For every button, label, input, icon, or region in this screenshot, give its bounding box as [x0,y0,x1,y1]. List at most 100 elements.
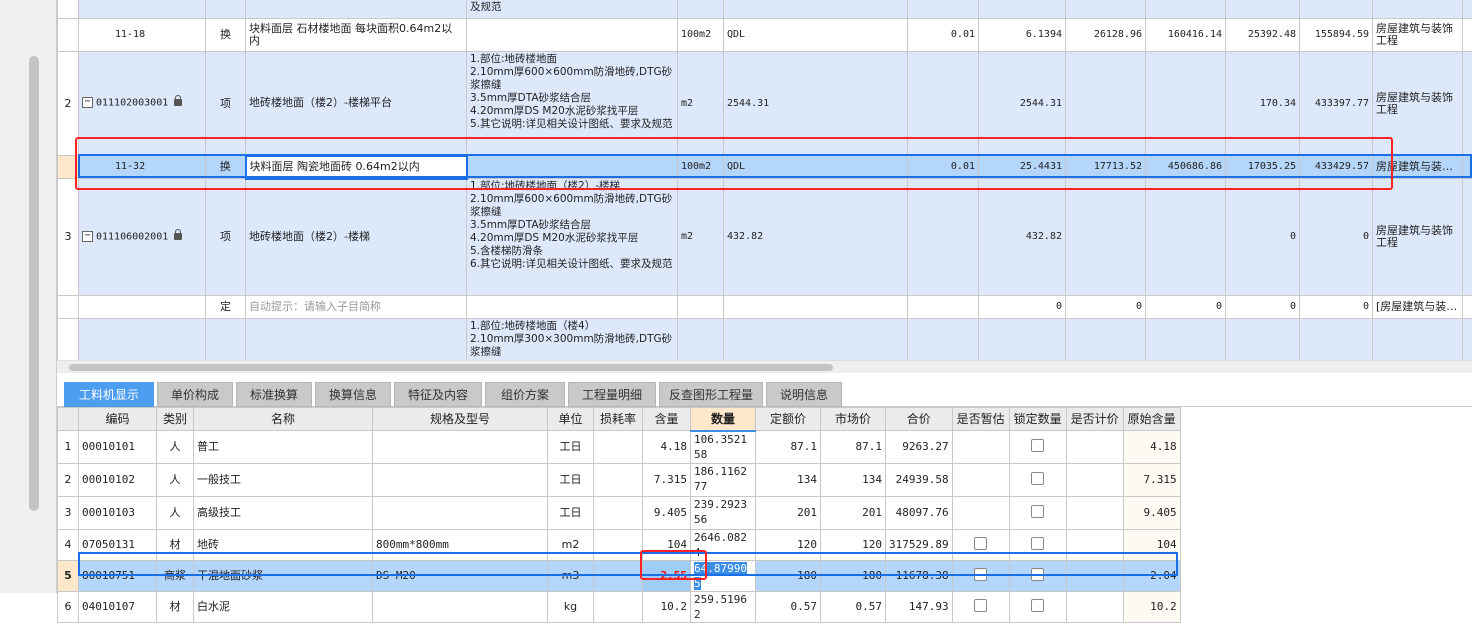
cell-content[interactable]: 10.2 [643,592,691,623]
cell-market[interactable]: 120 [821,530,886,561]
content[interactable] [908,296,979,319]
cell-content[interactable]: 7.315 [643,464,691,497]
cell-cat[interactable]: 材 [157,530,194,561]
cell-loss[interactable] [594,592,643,623]
checkbox[interactable] [1031,568,1044,581]
cell-market[interactable]: 87.1 [821,431,886,464]
item-type[interactable] [206,0,246,19]
cell-spec[interactable] [373,431,548,464]
cell-market[interactable]: 134 [821,464,886,497]
quantity[interactable] [979,0,1066,19]
item-unit[interactable]: m2 [678,179,724,296]
checkbox[interactable] [1031,599,1044,612]
checkbox[interactable] [1031,439,1044,452]
major-category[interactable]: 房屋建筑与装… [1373,156,1463,179]
cell-cat[interactable]: 商浆 [157,561,194,592]
item-unit[interactable] [678,319,724,362]
major-category[interactable]: 房屋建筑与装饰工程 [1373,179,1463,296]
row-number[interactable]: 2 [58,52,79,156]
cell-spec[interactable] [373,464,548,497]
cell-lock[interactable] [1009,561,1066,592]
unit-price[interactable] [1066,319,1146,362]
content[interactable] [908,0,979,19]
tab-0[interactable]: 工料机显示 [64,382,154,407]
item-type[interactable]: 换 [206,156,246,179]
cell-total[interactable]: 9263.27 [886,431,953,464]
cell-cat[interactable]: 人 [157,497,194,530]
comprehensive-total[interactable]: 433429.57 [1300,156,1373,179]
checkbox[interactable] [1031,472,1044,485]
comprehensive-total[interactable]: 0 [1300,296,1373,319]
item-code[interactable]: 11-32 [79,156,206,179]
cell-cat[interactable]: 材 [157,592,194,623]
checkbox[interactable] [974,537,987,550]
column-header-2[interactable]: 名称 [194,408,373,431]
cell-code[interactable]: 00010101 [79,431,157,464]
cell-priced[interactable] [1066,561,1123,592]
item-type[interactable]: 项 [206,52,246,156]
cell-total[interactable]: 24939.58 [886,464,953,497]
quantity[interactable]: 6.1394 [979,19,1066,52]
cell-total[interactable]: 147.93 [886,592,953,623]
tab-7[interactable]: 反查图形工程量 [659,382,763,407]
item-unit[interactable]: 100m2 [678,156,724,179]
top-grid-row[interactable]: 及规范 [58,0,1472,19]
cell-quota[interactable]: 120 [756,530,821,561]
comprehensive-total[interactable]: 155894.59 [1300,19,1373,52]
item-name[interactable]: 块料面层 陶瓷地面砖 0.64m2以内 [246,156,467,179]
quantity[interactable]: 432.82 [979,179,1066,296]
quantity-expression[interactable]: 2544.31 [724,52,908,156]
column-header-12[interactable]: 锁定数量 [1009,408,1066,431]
top-grid-row[interactable]: 1.部位:地砖楼地面（楼4） 2.10mm厚300×300mm防滑地砖,DTG砂… [58,319,1472,362]
unit-price[interactable] [1066,52,1146,156]
major-category[interactable]: 房屋建筑与装饰工程 [1373,52,1463,156]
quantity[interactable]: 2544.31 [979,52,1066,156]
item-code[interactable] [79,319,206,362]
cell-loss[interactable] [594,464,643,497]
cell-qty[interactable]: 239.292356 [691,497,756,530]
content[interactable]: 0.01 [908,156,979,179]
checkbox[interactable] [1031,505,1044,518]
row-number[interactable]: 3 [58,179,79,296]
column-header-7[interactable]: 数量 [691,408,756,431]
cell-spec[interactable]: DS M20 [373,561,548,592]
cell-name[interactable]: 地砖 [194,530,373,561]
cell-orig[interactable]: 104 [1123,530,1180,561]
cell-total[interactable]: 11678.38 [886,561,953,592]
cell-no[interactable]: 3 [58,497,79,530]
horizontal-scroll-thumb[interactable] [69,364,833,371]
column-header-6[interactable]: 含量 [643,408,691,431]
cell-code[interactable]: 00010102 [79,464,157,497]
cell-content[interactable]: 104 [643,530,691,561]
cell-cat[interactable]: 人 [157,431,194,464]
row-number[interactable] [58,156,79,179]
comprehensive-total[interactable] [1300,0,1373,19]
comprehensive-unit-price[interactable] [1226,319,1300,362]
cell-spec[interactable] [373,497,548,530]
tab-1[interactable]: 单价构成 [157,382,233,407]
cell-code[interactable]: 00010103 [79,497,157,530]
total-price[interactable] [1146,319,1226,362]
collapse-icon[interactable]: − [82,97,93,108]
content[interactable]: 0.01 [908,19,979,52]
quantity-expression[interactable]: 432.82 [724,179,908,296]
item-name[interactable] [246,319,467,362]
item-type[interactable]: 项 [206,179,246,296]
cell-loss[interactable] [594,431,643,464]
content[interactable] [908,52,979,156]
comprehensive-total[interactable]: 433397.77 [1300,52,1373,156]
content[interactable] [908,179,979,296]
cell-orig[interactable]: 7.315 [1123,464,1180,497]
cell-no[interactable]: 1 [58,431,79,464]
cell-no[interactable]: 4 [58,530,79,561]
unit-price[interactable] [1066,0,1146,19]
row-number[interactable] [58,19,79,52]
item-code[interactable]: −011106002001 [79,179,206,296]
cell-qty[interactable]: 2646.0824 [691,530,756,561]
tab-4[interactable]: 特征及内容 [394,382,482,407]
